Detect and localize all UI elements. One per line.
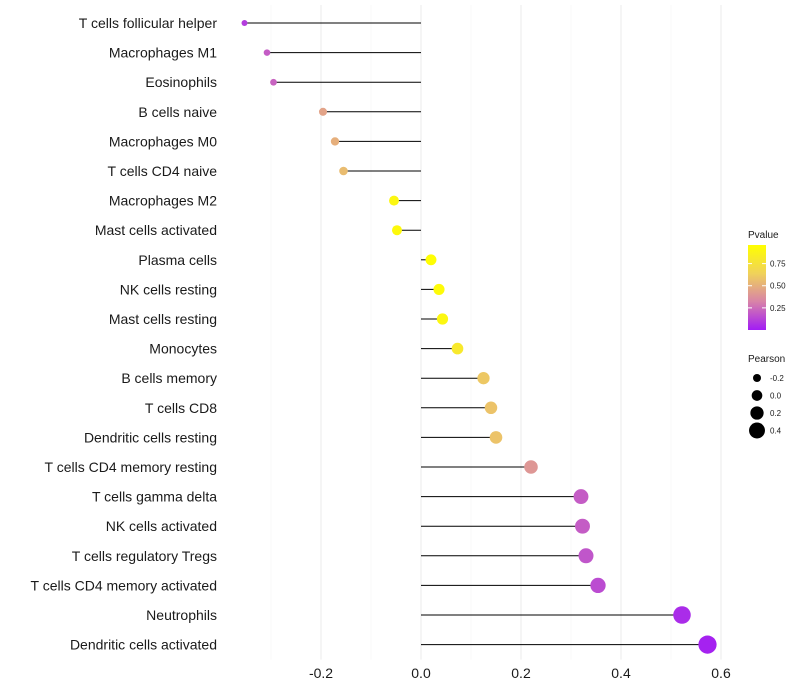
pvalue-legend-title: Pvalue [748, 230, 779, 241]
data-point [524, 460, 538, 474]
category-label: Mast cells resting [109, 311, 217, 327]
category-label: B cells naive [138, 104, 217, 120]
x-tick-label: 0.2 [511, 665, 531, 681]
category-label: Macrophages M1 [109, 45, 217, 61]
pvalue-legend: Pvalue 0.75 0.50 0.25 [748, 230, 786, 330]
category-labels: T cells follicular helper Macrophages M1 E… [31, 15, 218, 653]
category-label: T cells CD4 naive [108, 163, 218, 179]
data-point [270, 78, 277, 86]
category-label: NK cells activated [106, 518, 217, 534]
size-legend-label: 0.0 [770, 392, 782, 401]
x-tick-label: 0.6 [711, 665, 731, 681]
x-axis-ticks: -0.2 0.0 0.2 0.4 0.6 [309, 665, 731, 681]
data-point [575, 518, 590, 534]
x-tick-label: -0.2 [309, 665, 333, 681]
x-tick-label: 0.0 [411, 665, 431, 681]
category-label: Macrophages M0 [109, 133, 217, 149]
size-legend-dot [750, 406, 764, 420]
data-point [339, 166, 348, 176]
colorbar-label: 0.75 [770, 260, 786, 269]
lollipop-stems [244, 22, 708, 646]
data-point [389, 195, 399, 206]
data-point [578, 548, 594, 564]
data-point [330, 137, 340, 146]
category-label: T cells gamma delta [92, 489, 217, 505]
category-label: T cells CD8 [145, 400, 217, 416]
lollipop-points [241, 20, 717, 654]
data-point [698, 635, 717, 654]
category-label: B cells memory [121, 370, 217, 386]
category-label: T cells CD4 memory resting [45, 459, 217, 475]
data-point [451, 342, 464, 355]
data-point [590, 577, 606, 594]
category-label: Dendritic cells activated [70, 637, 217, 653]
grid-lines [270, 5, 722, 660]
x-tick-label: 0.4 [611, 665, 631, 681]
size-legend-label: 0.4 [770, 427, 782, 436]
data-point [484, 401, 498, 415]
data-point [241, 20, 248, 26]
category-label: Monocytes [149, 341, 217, 357]
size-legend-label: -0.2 [770, 374, 784, 383]
data-point [318, 107, 328, 116]
data-point [477, 372, 490, 385]
category-label: Mast cells activated [95, 222, 217, 238]
pearson-legend-title: Pearson [748, 354, 785, 365]
colorbar-label: 0.50 [770, 282, 786, 291]
data-point [573, 489, 589, 505]
pvalue-colorbar [748, 245, 766, 330]
data-point [489, 431, 503, 444]
data-point [391, 225, 403, 236]
category-label: Dendritic cells resting [84, 429, 217, 445]
category-label: T cells follicular helper [79, 15, 218, 31]
size-legend-dot [753, 374, 761, 382]
category-label: T cells CD4 memory activated [31, 577, 217, 593]
category-label: Eosinophils [145, 74, 217, 90]
data-point [436, 313, 449, 325]
data-point [263, 49, 271, 56]
category-label: Plasma cells [138, 252, 217, 268]
category-label: Neutrophils [146, 607, 217, 623]
category-label: T cells regulatory Tregs [72, 548, 217, 564]
size-legend-label: 0.2 [770, 409, 782, 418]
colorbar-label: 0.25 [770, 304, 786, 313]
data-point [425, 254, 437, 266]
data-point [433, 283, 445, 295]
pearson-legend: Pearson -0.2 0.0 0.2 0.4 [748, 354, 785, 439]
size-legend-dot [749, 422, 765, 439]
category-label: Macrophages M2 [109, 193, 217, 209]
data-point [673, 606, 691, 624]
category-label: NK cells resting [120, 281, 217, 297]
size-legend-dot [751, 390, 763, 401]
